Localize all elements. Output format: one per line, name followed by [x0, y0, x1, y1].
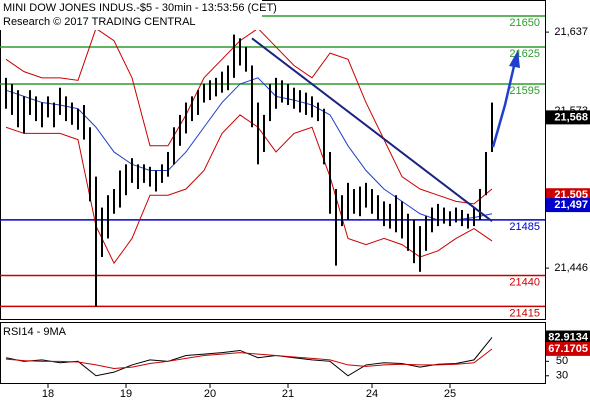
- arrow-head: [509, 50, 520, 68]
- trendline: [251, 37, 493, 222]
- value-marker-box: [546, 198, 590, 213]
- rsi-line: [5, 337, 493, 377]
- level-label: 21595: [509, 85, 540, 97]
- value-marker-box: [546, 330, 590, 345]
- x-tick-label: 25: [444, 388, 456, 400]
- rsi-frame: [0, 322, 546, 384]
- header-subtitle: Research © 2017 TRADING CENTRAL: [3, 16, 196, 28]
- value-marker-label: 82.9134: [548, 331, 589, 343]
- level-label: 21440: [509, 276, 540, 288]
- level-label: 21650: [509, 17, 540, 29]
- band-line: [5, 27, 493, 205]
- rsi-line: [5, 348, 493, 370]
- value-marker-label: 21,568: [554, 111, 588, 123]
- band-line: [5, 77, 493, 221]
- band-line: [5, 114, 493, 265]
- value-marker-label: 67.1705: [548, 343, 588, 355]
- value-marker-box: [546, 341, 590, 356]
- value-marker-label: 21,497: [554, 199, 588, 211]
- header-bg: [0, 0, 262, 30]
- rsi-title: RSI14 - 9MA: [3, 326, 67, 338]
- y-tick-label: 30: [556, 370, 568, 382]
- x-tick-label: 24: [366, 388, 378, 400]
- level-label: 21485: [509, 221, 540, 233]
- header-title: MINI DOW JONES INDUS.-$5 - 30min - 13:53…: [3, 2, 277, 14]
- x-tick-label: 19: [120, 388, 132, 400]
- x-tick-label: 21: [282, 388, 294, 400]
- y-tick-label: 21,637: [554, 26, 588, 38]
- x-tick-label: 20: [204, 388, 216, 400]
- projection-arrow: [491, 65, 516, 148]
- x-tick-label: 18: [42, 388, 54, 400]
- value-marker-box: [546, 110, 590, 125]
- y-tick-label: 50: [556, 355, 568, 367]
- price-frame: [0, 0, 546, 320]
- y-tick-label: 21,446: [554, 262, 588, 274]
- level-label: 21415: [509, 307, 540, 319]
